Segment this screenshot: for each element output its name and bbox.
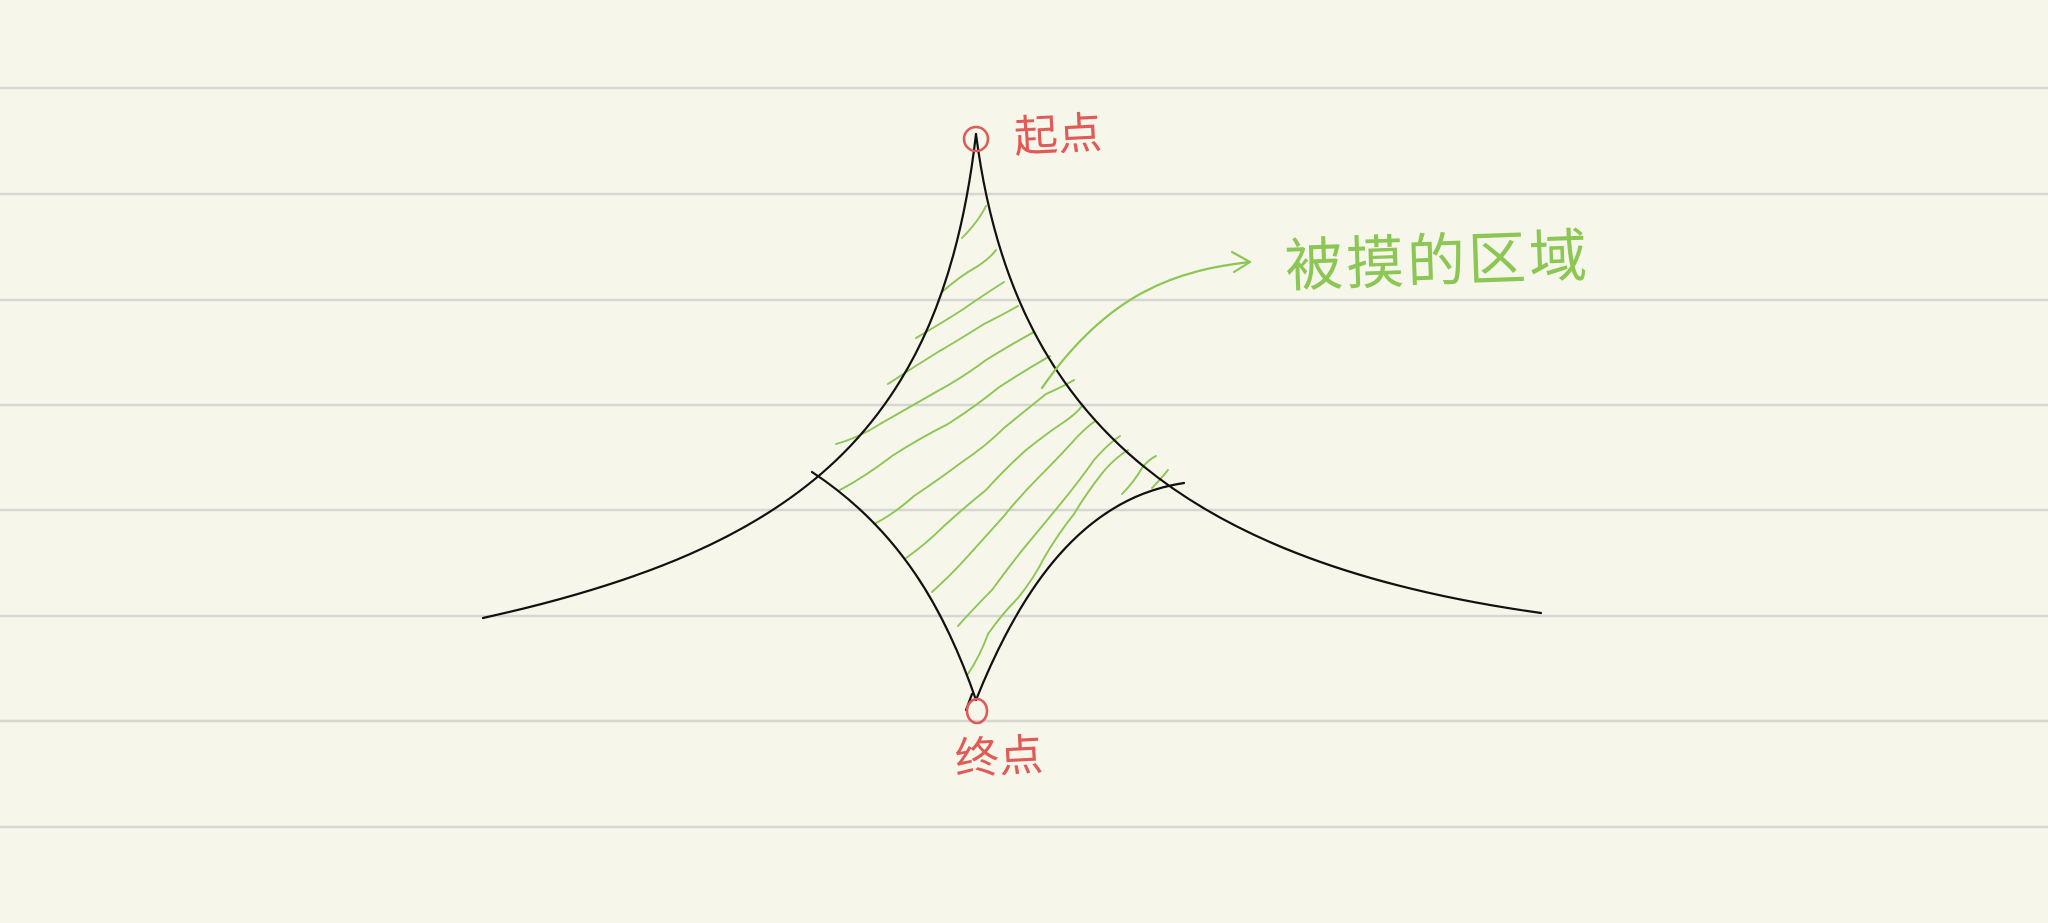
start-point-label: 起点 <box>1012 107 1104 164</box>
ruled-lines <box>0 86 2048 829</box>
hatch-stroke <box>905 405 1083 559</box>
hatch-stroke <box>957 435 1121 627</box>
curves <box>481 132 1543 712</box>
hatch-stroke <box>835 331 1035 445</box>
hatched-region <box>835 205 1169 675</box>
right-arc-curve <box>974 132 1543 615</box>
hatch-stroke <box>839 355 1051 491</box>
arrow-shaft <box>1040 260 1252 390</box>
hatch-stroke <box>1121 455 1157 495</box>
hatch-stroke <box>915 281 1005 339</box>
region-arrow <box>1040 250 1252 390</box>
left-arc-curve <box>481 132 978 620</box>
end-point-label: 终点 <box>953 729 1045 786</box>
markers <box>962 125 990 725</box>
hatch-stroke <box>931 421 1095 593</box>
end-point-marker <box>965 697 989 725</box>
hatch-stroke <box>887 305 1019 385</box>
start-point-marker <box>962 125 990 153</box>
hatch-stroke <box>961 205 987 239</box>
lower-left-arc-curve <box>810 470 978 702</box>
hatch-stroke <box>967 449 1129 675</box>
hatch-stroke <box>873 379 1075 525</box>
hatch-stroke <box>941 249 997 293</box>
arrow-head <box>1230 250 1252 274</box>
swept-region-label: 被摸的区域 <box>1283 221 1592 301</box>
lower-right-arc-curve <box>974 481 1186 702</box>
